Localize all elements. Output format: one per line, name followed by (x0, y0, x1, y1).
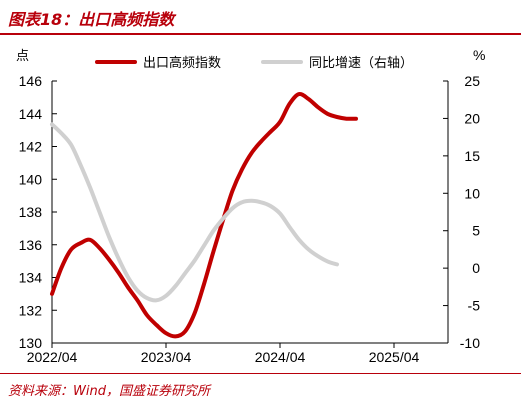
x-axis-tick-label: 2025/04 (369, 349, 420, 365)
chart-legend: 出口高频指数 同比增速（右轴） (95, 55, 413, 70)
x-axis-tick-label: 2023/04 (141, 349, 192, 365)
series-line-yoy-growth (50, 122, 339, 303)
y-axis-right-unit: % (473, 47, 485, 63)
y-axis-left-tick-label: 130 (19, 335, 43, 351)
y-axis-left-unit: 点 (16, 48, 29, 63)
y-axis-right-tick-label: 20 (464, 110, 480, 126)
y-axis-right-tick-label: 0 (472, 260, 480, 276)
title-divider (0, 33, 521, 35)
export-index-chart: 点 % 130 132 134 136 138 140 142 144 146 -10 -5 0 5 10 15… (16, 47, 485, 365)
x-axis-tick-label: 2022/04 (27, 349, 78, 365)
y-axis-left-tick-label: 140 (19, 171, 43, 187)
y-axis-right-tick-label: -5 (468, 298, 481, 314)
legend-label-yoy-growth: 同比增速（右轴） (309, 55, 413, 70)
chart-title: 图表18：出口高频指数 (8, 10, 175, 29)
legend-label-export-index: 出口高频指数 (143, 55, 221, 70)
chart-header: 图表18：出口高频指数 (0, 0, 521, 35)
chart-axes: 点 % 130 132 134 136 138 140 142 144 146 -10 -5 0 5 10 15… (16, 47, 485, 365)
y-axis-right-tick-label: 10 (464, 185, 480, 201)
source-divider (0, 373, 521, 374)
series-line-export-index (50, 91, 358, 339)
x-axis-tick-label: 2024/04 (255, 349, 306, 365)
y-axis-left-tick-label: 132 (19, 302, 43, 318)
y-axis-left-tick-label: 146 (19, 73, 43, 89)
y-axis-left-tick-label: 134 (19, 270, 43, 286)
source-note: 资料来源：Wind，国盛证券研究所 (8, 384, 210, 399)
y-axis-right-tick-label: -10 (460, 335, 480, 351)
y-axis-right-tick-label: 25 (464, 73, 480, 89)
y-axis-right-tick-label: 15 (464, 148, 480, 164)
chart-series (50, 91, 358, 339)
y-axis-left-tick-label: 144 (19, 106, 43, 122)
y-axis-left-tick-label: 142 (19, 139, 43, 155)
y-axis-left-tick-label: 138 (19, 204, 43, 220)
y-axis-right-tick-label: 5 (472, 223, 480, 239)
y-axis-left-tick-label: 136 (19, 237, 43, 253)
